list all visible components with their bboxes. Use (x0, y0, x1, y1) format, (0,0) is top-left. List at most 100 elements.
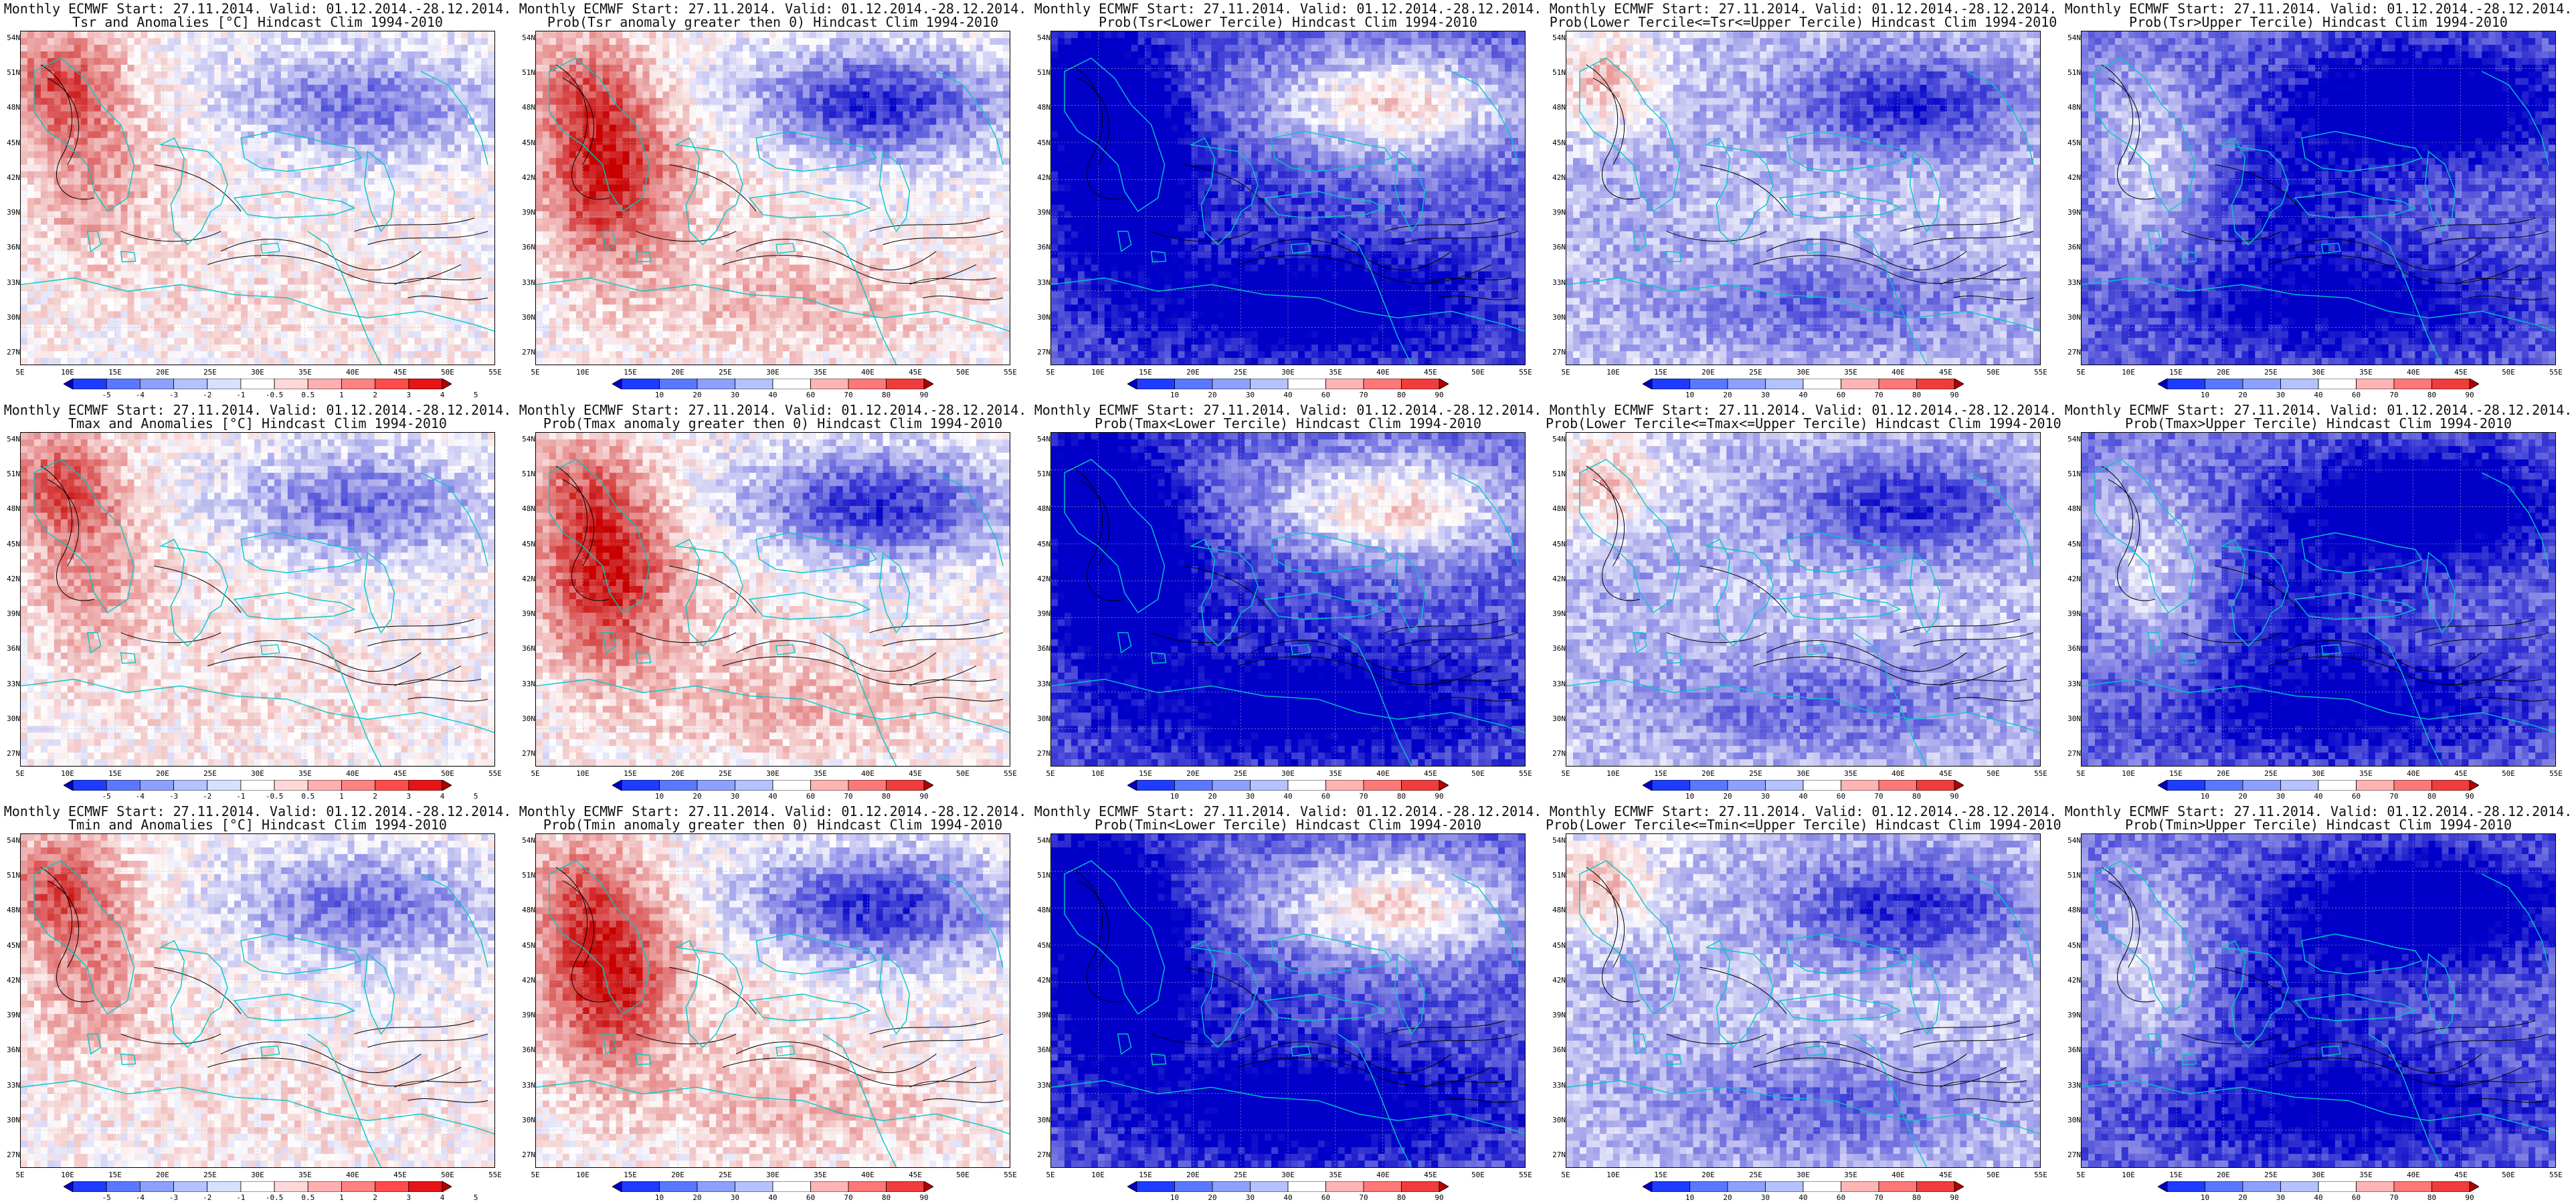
latitude-label: 27N (1548, 348, 1566, 357)
panel-tmin-pgt0: Monthly ECMWF Start: 27.11.2014. Valid: … (515, 803, 1030, 1204)
colorbar-segment (307, 1181, 342, 1192)
colorbar-tick-label: 30 (1761, 391, 1770, 399)
colorbar-segment (621, 780, 660, 791)
coastlines (1051, 459, 1525, 766)
latitude-label: 48N (1548, 906, 1566, 914)
longitude-label: 30E (2312, 769, 2325, 778)
colorbar-low-arrow (1643, 1181, 1653, 1192)
latitude-label: 54N (518, 435, 535, 443)
longitude-label: 45E (909, 1171, 922, 1179)
colorbar-low-arrow (2158, 379, 2168, 389)
latitude-label: 27N (1033, 749, 1050, 758)
colorbar-segment (1325, 1181, 1364, 1192)
graticule (21, 31, 494, 365)
latitude-label: 39N (3, 208, 20, 217)
colorbar-segment (886, 379, 925, 389)
coastlines (2082, 459, 2555, 766)
longitude-label: 20E (671, 1171, 684, 1179)
map-svg (21, 433, 494, 766)
latitude-label: 51N (518, 470, 535, 478)
latitude-label: 45N (1548, 138, 1566, 147)
colorbar-tick-label: 80 (1912, 391, 1921, 399)
longitude-label: 20E (1186, 368, 1200, 377)
longitude-label: 50E (441, 1171, 454, 1179)
colorbar-tick-label: 20 (1723, 1193, 1732, 1202)
colorbar-tick-label: 5 (474, 792, 478, 801)
colorbar-segment (1174, 780, 1213, 791)
colorbar-tick-label: 4 (440, 792, 445, 801)
graticule (536, 433, 1010, 766)
colorbar-segment (2393, 1181, 2432, 1192)
colorbar-tick-label: 10 (1685, 391, 1694, 399)
longitude-label: 45E (1424, 368, 1437, 377)
colorbar-segment (1765, 379, 1804, 389)
coastlines (2082, 860, 2555, 1167)
longitude-label: 25E (719, 368, 732, 377)
panel-title-line2: Prob(Tsr<Lower Tercile) Hindcast Clim 19… (1030, 15, 1546, 29)
latitude-label: 36N (1548, 243, 1566, 252)
colorbar-tick-label: 70 (1359, 1193, 1368, 1202)
longitude-label: 15E (1139, 368, 1152, 377)
colorbar-tick-label: -4 (136, 1193, 145, 1202)
latitude-label: 42N (3, 173, 20, 182)
latitude-label: 54N (518, 836, 535, 845)
colorbar-segment (1212, 780, 1251, 791)
colorbar-segment (1174, 1181, 1213, 1192)
colorbar-segment (2318, 780, 2357, 791)
colorbar-tick-label: 70 (844, 1193, 852, 1202)
colorbar-segment (1174, 379, 1213, 389)
colorbar-tick-label: 30 (1246, 391, 1255, 399)
longitude-label: 10E (2122, 368, 2135, 377)
longitude-label: 45E (1939, 769, 1952, 778)
colorbar-segment (207, 379, 242, 389)
colorbar-segment (1803, 780, 1841, 791)
panel-tmax-pgt0: Monthly ECMWF Start: 27.11.2014. Valid: … (515, 401, 1030, 803)
longitude-label: 40E (346, 769, 359, 778)
longitude-label: 35E (814, 368, 827, 377)
colorbar-segment (2431, 379, 2470, 389)
longitude-label: 20E (671, 769, 684, 778)
coastlines (1566, 459, 2040, 766)
map-area (1050, 432, 1526, 767)
latitude-label: 54N (3, 435, 20, 443)
graticule (536, 31, 1010, 365)
latitude-label: 36N (518, 644, 535, 653)
colorbar (612, 780, 933, 791)
colorbar-segment (735, 1181, 773, 1192)
colorbar-segment (2205, 1181, 2243, 1192)
latitude-label: 45N (3, 138, 20, 147)
longitude-label: 20E (1701, 769, 1715, 778)
longitude-label: 30E (766, 1171, 779, 1179)
colorbar-segment (2356, 379, 2395, 389)
colorbar-segment (1401, 1181, 1440, 1192)
longitude-label: 45E (909, 368, 922, 377)
map-area (1566, 432, 2041, 767)
colorbar-segment (72, 1181, 107, 1192)
panel-title-line1: Monthly ECMWF Start: 27.11.2014. Valid: … (0, 403, 515, 417)
latitude-label: 51N (1548, 470, 1566, 478)
colorbar-segment (621, 379, 660, 389)
graticule (1051, 31, 1525, 365)
latitude-label: 33N (1548, 680, 1566, 688)
colorbar-tick-label: 40 (1283, 1193, 1292, 1202)
colorbar-segment (2167, 379, 2205, 389)
latitude-label: 33N (518, 1081, 535, 1090)
colorbar-tick-label: 40 (768, 391, 777, 399)
colorbar-tick-label: 5 (474, 391, 478, 399)
colorbar-tick-label: 90 (1435, 391, 1443, 399)
longitude-label: 10E (1091, 1171, 1105, 1179)
panel-tmax-pup: Monthly ECMWF Start: 27.11.2014. Valid: … (2061, 401, 2576, 803)
longitude-label: 35E (814, 769, 827, 778)
colorbar (2158, 1181, 2479, 1192)
latitude-label: 42N (3, 976, 20, 985)
map-svg (1566, 834, 2040, 1167)
longitude-label: 30E (1281, 769, 1295, 778)
colorbar-tick-label: 40 (1799, 391, 1807, 399)
colorbar-low-arrow (612, 780, 622, 791)
latitude-label: 45N (2063, 138, 2081, 147)
latitude-label: 42N (518, 575, 535, 583)
longitude-label: 50E (1987, 1171, 2000, 1179)
latitude-label: 39N (1548, 1011, 1566, 1019)
latitude-label: 45N (1548, 540, 1566, 548)
longitude-label: 10E (1606, 1171, 1620, 1179)
